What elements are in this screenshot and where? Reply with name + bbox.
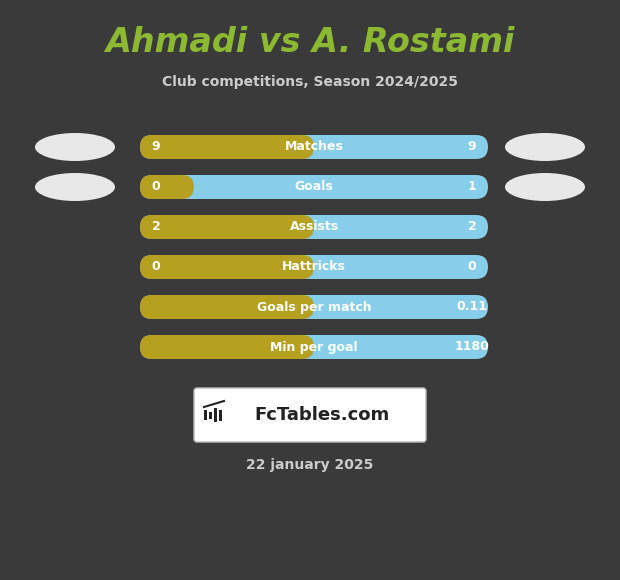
Bar xyxy=(219,409,222,420)
Text: FcTables.com: FcTables.com xyxy=(254,406,389,424)
Bar xyxy=(209,411,212,419)
FancyBboxPatch shape xyxy=(140,255,488,279)
Text: Min per goal: Min per goal xyxy=(270,340,358,353)
Text: Matches: Matches xyxy=(285,140,343,154)
FancyBboxPatch shape xyxy=(140,175,488,199)
Text: 0: 0 xyxy=(152,260,161,274)
Text: 2: 2 xyxy=(467,220,476,234)
Text: Hattricks: Hattricks xyxy=(282,260,346,274)
Ellipse shape xyxy=(35,133,115,161)
FancyBboxPatch shape xyxy=(140,135,488,159)
Text: 9: 9 xyxy=(152,140,161,154)
Text: Goals per match: Goals per match xyxy=(257,300,371,314)
Ellipse shape xyxy=(505,173,585,201)
Text: Club competitions, Season 2024/2025: Club competitions, Season 2024/2025 xyxy=(162,75,458,89)
Text: 9: 9 xyxy=(467,140,476,154)
Ellipse shape xyxy=(505,133,585,161)
Text: 0: 0 xyxy=(152,180,161,194)
Ellipse shape xyxy=(35,173,115,201)
FancyBboxPatch shape xyxy=(140,295,488,319)
FancyBboxPatch shape xyxy=(140,335,314,359)
Text: 2: 2 xyxy=(152,220,161,234)
Text: 0: 0 xyxy=(467,260,476,274)
FancyBboxPatch shape xyxy=(140,135,314,159)
FancyBboxPatch shape xyxy=(140,175,194,199)
FancyBboxPatch shape xyxy=(140,215,314,239)
FancyBboxPatch shape xyxy=(140,215,488,239)
FancyBboxPatch shape xyxy=(194,388,426,442)
Text: 0.11: 0.11 xyxy=(456,300,487,314)
Text: 1: 1 xyxy=(467,180,476,194)
Text: 22 january 2025: 22 january 2025 xyxy=(246,458,374,472)
Text: Assists: Assists xyxy=(290,220,339,234)
Bar xyxy=(214,408,217,422)
Text: 1180: 1180 xyxy=(454,340,489,353)
FancyBboxPatch shape xyxy=(140,255,314,279)
Text: Goals: Goals xyxy=(294,180,334,194)
Bar xyxy=(204,410,207,420)
Text: Ahmadi vs A. Rostami: Ahmadi vs A. Rostami xyxy=(105,26,515,59)
FancyBboxPatch shape xyxy=(140,295,314,319)
FancyBboxPatch shape xyxy=(140,335,488,359)
